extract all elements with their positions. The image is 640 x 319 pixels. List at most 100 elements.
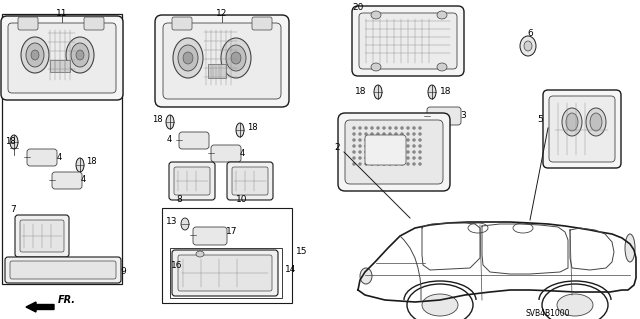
Bar	[170, 248, 282, 298]
Ellipse shape	[401, 157, 403, 160]
FancyBboxPatch shape	[174, 167, 210, 195]
Ellipse shape	[428, 85, 436, 99]
Text: 4: 4	[57, 152, 62, 161]
Ellipse shape	[173, 38, 203, 78]
Ellipse shape	[388, 132, 392, 136]
Ellipse shape	[383, 127, 385, 130]
FancyBboxPatch shape	[352, 6, 464, 76]
FancyBboxPatch shape	[543, 90, 621, 168]
Text: 17: 17	[226, 226, 237, 235]
Ellipse shape	[76, 158, 84, 172]
Ellipse shape	[226, 45, 246, 71]
Text: 18: 18	[247, 123, 258, 132]
Ellipse shape	[401, 127, 403, 130]
Ellipse shape	[394, 138, 397, 142]
Ellipse shape	[383, 151, 385, 153]
Ellipse shape	[557, 294, 593, 316]
Text: 18: 18	[440, 86, 451, 95]
Ellipse shape	[21, 37, 49, 73]
FancyBboxPatch shape	[179, 132, 209, 149]
FancyBboxPatch shape	[18, 17, 38, 30]
Ellipse shape	[394, 151, 397, 153]
Ellipse shape	[419, 145, 422, 147]
Ellipse shape	[419, 138, 422, 142]
Ellipse shape	[413, 151, 415, 153]
Text: 4: 4	[81, 175, 86, 184]
Ellipse shape	[388, 127, 392, 130]
FancyBboxPatch shape	[8, 23, 116, 93]
Ellipse shape	[401, 145, 403, 147]
Ellipse shape	[625, 234, 635, 262]
Ellipse shape	[590, 113, 602, 131]
Ellipse shape	[353, 162, 355, 166]
Ellipse shape	[371, 138, 374, 142]
Ellipse shape	[394, 127, 397, 130]
Ellipse shape	[383, 145, 385, 147]
FancyBboxPatch shape	[345, 120, 443, 184]
Ellipse shape	[388, 145, 392, 147]
Ellipse shape	[419, 127, 422, 130]
Ellipse shape	[10, 135, 18, 149]
Ellipse shape	[407, 284, 473, 319]
Ellipse shape	[419, 162, 422, 166]
FancyBboxPatch shape	[252, 17, 272, 30]
Ellipse shape	[437, 11, 447, 19]
Text: 10: 10	[236, 196, 248, 204]
Ellipse shape	[183, 52, 193, 64]
FancyBboxPatch shape	[172, 250, 278, 296]
Ellipse shape	[468, 223, 488, 233]
Ellipse shape	[365, 151, 367, 153]
Ellipse shape	[221, 38, 251, 78]
Bar	[2, 14, 122, 284]
Ellipse shape	[413, 132, 415, 136]
Ellipse shape	[562, 108, 582, 136]
Ellipse shape	[388, 162, 392, 166]
Ellipse shape	[383, 132, 385, 136]
Ellipse shape	[419, 151, 422, 153]
FancyBboxPatch shape	[178, 255, 272, 291]
Ellipse shape	[365, 157, 367, 160]
Ellipse shape	[365, 127, 367, 130]
Ellipse shape	[422, 294, 458, 316]
Text: 8: 8	[176, 196, 182, 204]
Text: 11: 11	[56, 9, 68, 18]
FancyBboxPatch shape	[359, 13, 457, 69]
Ellipse shape	[376, 157, 380, 160]
Ellipse shape	[394, 145, 397, 147]
Text: 14: 14	[285, 265, 296, 275]
Ellipse shape	[371, 132, 374, 136]
Ellipse shape	[513, 223, 533, 233]
Text: 18: 18	[355, 86, 366, 95]
Ellipse shape	[401, 162, 403, 166]
FancyBboxPatch shape	[20, 220, 64, 252]
Ellipse shape	[365, 138, 367, 142]
Ellipse shape	[371, 11, 381, 19]
Ellipse shape	[358, 157, 362, 160]
Text: 4: 4	[240, 149, 245, 158]
Bar	[50, 60, 70, 72]
Ellipse shape	[371, 157, 374, 160]
FancyBboxPatch shape	[155, 15, 289, 107]
Text: 18: 18	[152, 115, 163, 124]
FancyBboxPatch shape	[52, 172, 82, 189]
Ellipse shape	[371, 63, 381, 71]
FancyBboxPatch shape	[15, 215, 69, 257]
Ellipse shape	[406, 157, 410, 160]
Ellipse shape	[388, 157, 392, 160]
Ellipse shape	[371, 151, 374, 153]
FancyBboxPatch shape	[163, 23, 281, 99]
Ellipse shape	[376, 162, 380, 166]
Ellipse shape	[394, 157, 397, 160]
Ellipse shape	[586, 108, 606, 136]
Ellipse shape	[413, 145, 415, 147]
Ellipse shape	[401, 132, 403, 136]
Ellipse shape	[353, 132, 355, 136]
FancyBboxPatch shape	[169, 162, 215, 200]
Ellipse shape	[406, 145, 410, 147]
Ellipse shape	[419, 157, 422, 160]
Ellipse shape	[520, 36, 536, 56]
Ellipse shape	[178, 45, 198, 71]
FancyBboxPatch shape	[232, 167, 268, 195]
Ellipse shape	[419, 132, 422, 136]
Ellipse shape	[524, 41, 532, 51]
